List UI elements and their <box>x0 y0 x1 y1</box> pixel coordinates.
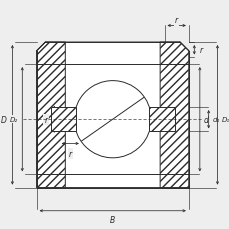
Text: r: r <box>174 16 177 25</box>
Text: D: D <box>1 115 7 124</box>
Text: d₁: d₁ <box>212 117 219 123</box>
Polygon shape <box>36 43 65 188</box>
Polygon shape <box>148 108 174 132</box>
Text: r: r <box>199 46 202 55</box>
Polygon shape <box>36 43 188 188</box>
Text: B: B <box>110 215 115 224</box>
Text: r: r <box>44 115 47 124</box>
Circle shape <box>74 81 151 158</box>
Text: d: d <box>203 115 208 124</box>
Polygon shape <box>50 108 76 132</box>
Text: D₁: D₁ <box>221 117 229 123</box>
Text: r: r <box>68 149 71 158</box>
Polygon shape <box>159 43 188 188</box>
Text: D₂: D₂ <box>10 117 18 123</box>
Circle shape <box>72 79 153 160</box>
